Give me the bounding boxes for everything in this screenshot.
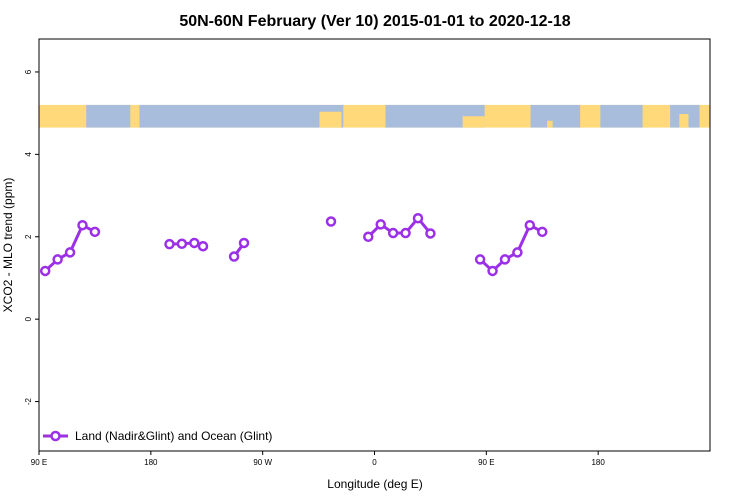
map-band-ocean — [139, 104, 344, 128]
data-point — [400, 227, 411, 239]
y-tick-label: 2 — [24, 234, 33, 239]
data-point — [425, 228, 436, 239]
map-band-ocean — [385, 104, 485, 128]
data-point — [474, 254, 486, 265]
map-band-island — [132, 115, 138, 128]
data-point — [363, 231, 374, 243]
data-point — [537, 226, 548, 238]
map-band-island — [679, 113, 689, 128]
x-axis-label: Longitude (deg E) — [327, 477, 422, 491]
plot-frame — [38, 38, 711, 452]
data-point — [64, 247, 76, 258]
legend-label: Land (Nadir&Glint) and Ocean (Glint) — [75, 429, 272, 443]
series-layer — [39, 212, 548, 277]
map-band-ocean — [86, 104, 131, 128]
data-point — [228, 251, 240, 262]
data-point — [77, 219, 88, 231]
x-axis: 90 E 180 90 W 0 90 E 180 — [31, 451, 605, 467]
y-tick-label: 4 — [24, 152, 33, 157]
y-tick-label: 6 — [24, 69, 33, 74]
data-point — [375, 219, 386, 230]
x-tick-label: 0 — [372, 458, 377, 467]
data-point — [197, 240, 209, 252]
data-point — [499, 254, 511, 265]
map-band-island — [462, 116, 485, 128]
x-tick-label: 90 W — [253, 458, 272, 467]
map-band — [39, 104, 710, 128]
series-line — [479, 223, 543, 273]
x-tick-label: 90 E — [478, 458, 494, 467]
data-point — [325, 216, 337, 227]
data-point — [176, 238, 188, 250]
data-point — [189, 237, 200, 249]
map-band-ocean — [600, 104, 643, 128]
y-axis-label: XCO2 - MLO trend (ppm) — [1, 178, 15, 313]
map-band-island — [547, 120, 553, 128]
y-tick-label: -2 — [24, 397, 33, 405]
y-axis: -2 0 2 4 6 — [24, 69, 39, 405]
data-point — [512, 247, 523, 258]
legend: Land (Nadir&Glint) and Ocean (Glint) — [43, 429, 272, 443]
chart-title: 50N-60N February (Ver 10) 2015-01-01 to … — [179, 13, 570, 30]
x-tick-label: 180 — [591, 458, 605, 467]
map-band-ocean — [530, 104, 581, 128]
data-point — [89, 226, 101, 238]
y-tick-label: 0 — [24, 316, 33, 321]
data-point — [387, 227, 399, 239]
data-point — [524, 219, 536, 231]
data-point — [52, 254, 63, 265]
x-tick-label: 180 — [144, 458, 158, 467]
data-point — [164, 238, 175, 250]
map-band-island — [319, 111, 342, 128]
x-tick-label: 90 E — [31, 458, 47, 467]
data-point — [487, 265, 498, 277]
data-point — [238, 237, 250, 249]
data-point — [412, 212, 424, 224]
legend-marker — [50, 430, 61, 442]
data-point — [39, 265, 51, 277]
